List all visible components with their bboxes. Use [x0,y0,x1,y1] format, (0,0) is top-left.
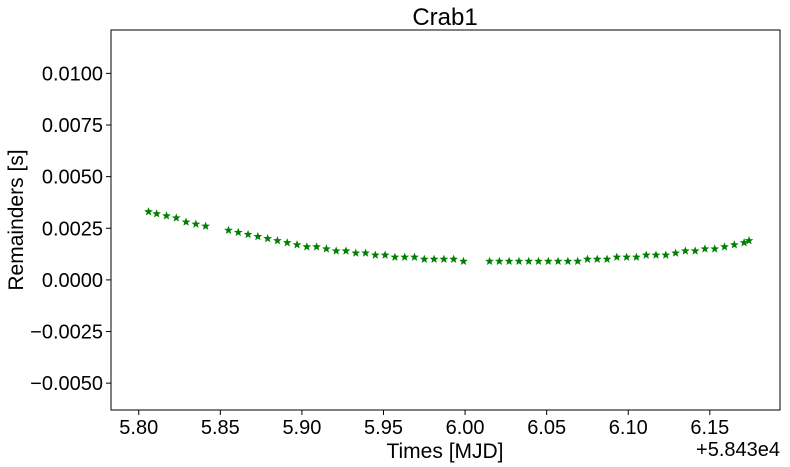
x-tick-label: 5.90 [282,417,321,439]
x-tick-label: 6.10 [609,417,648,439]
y-axis-title: Remainders [s] [5,149,28,290]
data-point-star [429,254,439,263]
data-point-star [563,256,573,266]
data-point-star [171,213,181,222]
data-point-star [243,229,253,239]
x-tick-label: 5.95 [364,417,403,439]
data-point-star [253,231,263,241]
data-point-star [282,238,292,247]
x-tick-label: 5.85 [201,417,240,439]
y-tick-label: −0.0025 [30,322,103,344]
data-point-star [322,244,331,253]
data-point-star [390,252,400,261]
data-point-star [400,252,410,261]
data-point-star [622,252,631,261]
data-point-star [602,254,612,263]
x-axis-ticks: 5.80 5.85 5.90 5.95 6.00 6.05 6.10 6.15 [119,410,729,439]
chart-title: Crab1 [412,4,477,31]
data-markers [144,207,754,266]
data-point-star [191,219,201,228]
data-point-star [641,250,651,259]
data-point-star [351,248,361,257]
data-point-star [583,254,592,263]
data-point-star [485,256,494,266]
plot-frame [110,29,781,411]
data-point-star [514,256,524,266]
data-point-star [710,244,720,253]
data-point-star [361,248,370,257]
data-point-star [302,242,312,251]
data-point-star [592,254,602,263]
data-point-star [504,256,514,266]
data-point-star [144,207,153,216]
data-point-star [449,254,459,263]
y-tick-label: 0.0075 [42,115,103,137]
data-point-star [573,256,583,266]
y-tick-label: 0.0050 [42,167,103,189]
y-tick-label: 0.0000 [42,270,103,292]
y-tick-label: −0.0050 [30,373,103,395]
y-axis-ticks: 0.0100 0.0075 0.0050 0.0025 0.0000 −0.0025 −0.… [30,63,111,395]
data-point-star [292,240,302,249]
x-tick-label: 6.05 [527,417,566,439]
data-point-star [331,246,341,255]
data-point-star [739,238,749,247]
data-point-star [312,242,321,251]
data-point-star [162,211,171,220]
data-point-star [410,252,419,261]
x-axis-offset-label: +5.843e4 [696,439,780,461]
data-point-star [729,240,739,249]
plot-area [110,29,781,411]
data-point-star [263,233,273,243]
data-point-star [700,244,710,253]
data-point-star [494,256,504,266]
y-tick-label: 0.0025 [42,218,103,240]
data-point-star [459,256,468,266]
data-point-star [534,256,543,266]
data-point-star [690,246,700,255]
data-point-star [651,250,661,259]
data-point-star [152,209,162,218]
data-point-star [370,250,380,259]
data-point-star [341,246,351,255]
data-point-star [612,252,622,261]
x-tick-label: 6.00 [446,417,485,439]
data-point-star [233,227,243,237]
data-point-star [744,236,754,245]
data-point-star [553,256,563,266]
data-point-star [720,242,729,251]
data-point-star [439,254,449,263]
x-tick-label: 5.80 [119,417,158,439]
data-point-star [671,248,680,257]
data-point-star [201,221,211,230]
data-point-star [524,256,534,266]
data-point-star [632,252,641,261]
data-point-star [224,225,233,235]
data-point-star [273,236,282,245]
x-tick-label: 6.15 [690,417,729,439]
x-axis-title: Times [MJD] [386,440,503,463]
y-tick-label: 0.0100 [42,63,103,85]
data-point-star [380,250,390,259]
data-point-star [680,246,690,255]
data-point-star [419,254,429,263]
data-point-star [543,256,553,266]
data-point-star [661,250,671,259]
data-point-star [181,217,191,226]
